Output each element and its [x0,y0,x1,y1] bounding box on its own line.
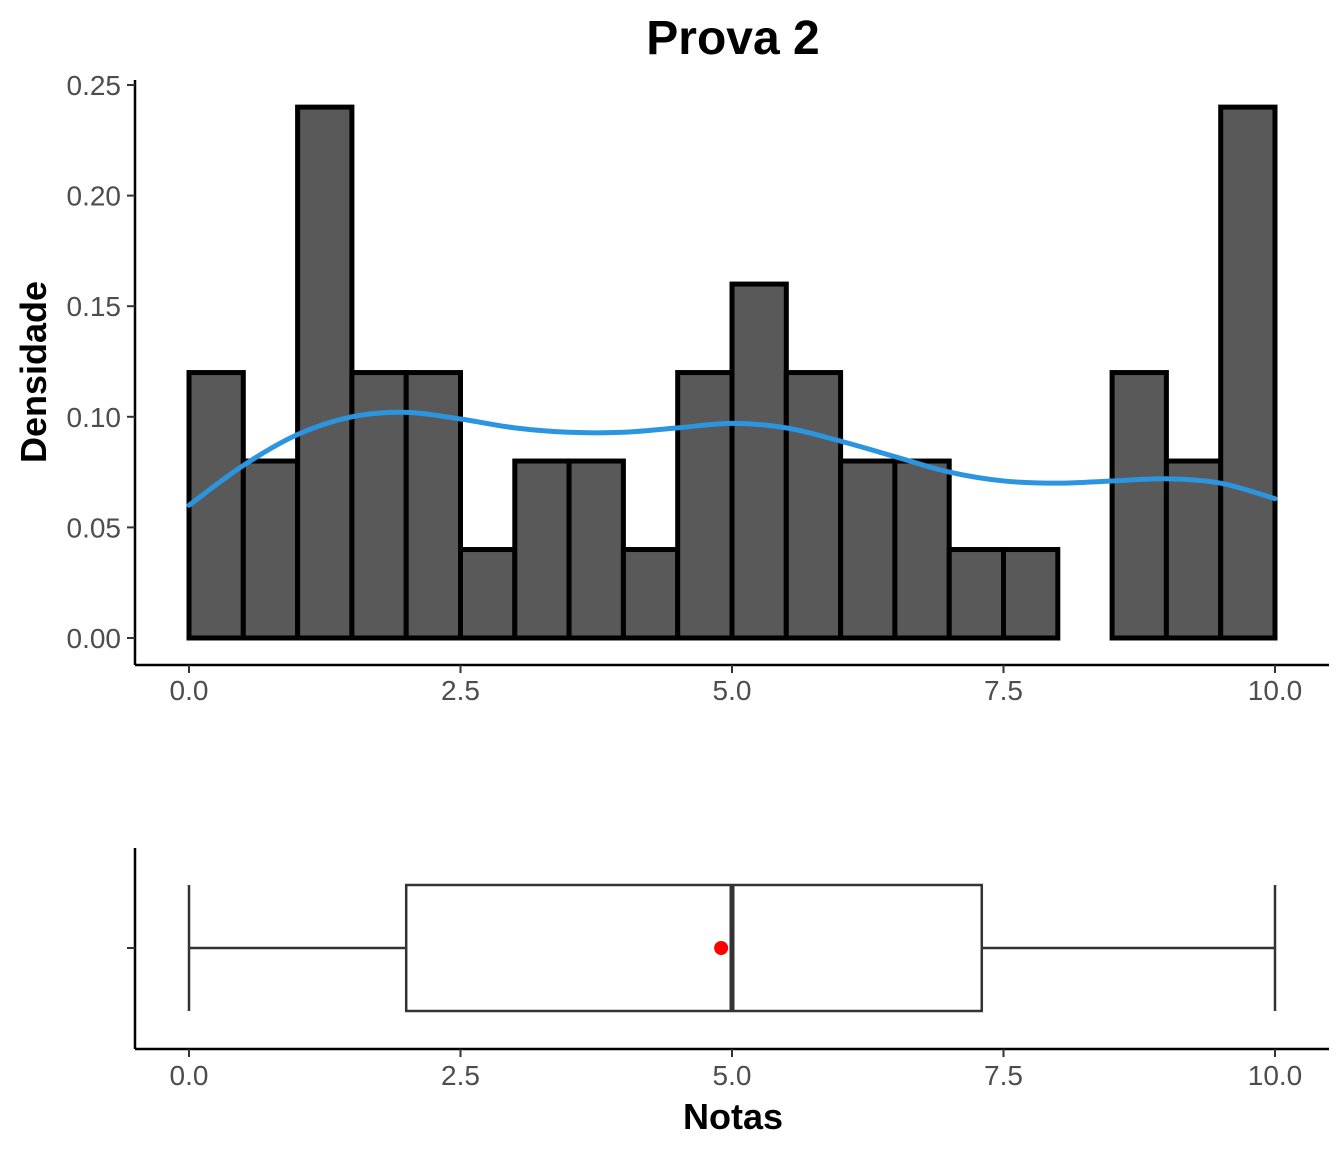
chart-title: Prova 2 [646,12,819,65]
x-tick-label: 10.0 [1248,1060,1303,1091]
density-curve [186,409,1278,508]
y-tick-label: 0.20 [67,181,122,212]
histogram-bar [1218,104,1278,641]
histogram-bar [458,547,518,641]
histogram-bar [512,458,572,641]
histogram-bar [838,458,898,641]
interquartile-box [404,883,984,1013]
histogram-y-ticks: 0.00 0.05 0.10 0.15 0.20 0.25 [67,70,135,654]
y-tick-label: 0.05 [67,512,122,543]
histogram-bar [620,547,681,641]
histogram-bar [240,458,301,641]
x-tick-label: 2.5 [441,1060,480,1091]
mean-point [714,941,729,955]
histogram-bars [186,104,1278,641]
histogram-bar [892,458,952,641]
y-tick-label: 0.15 [67,291,122,322]
histogram-bar [186,370,246,641]
histogram-bar [675,370,735,641]
x-tick-label: 0.0 [170,675,209,706]
x-tick-label: 5.0 [713,1060,752,1091]
histogram-bar [783,370,844,641]
y-tick-label: 0.10 [67,402,122,433]
histogram-bar [1001,547,1061,641]
histogram-bar [295,104,355,641]
x-tick-label: 10.0 [1248,675,1303,706]
x-tick-label: 5.0 [713,675,752,706]
histogram-bar [729,281,789,641]
x-axis-title: Notas [683,1096,783,1137]
x-tick-label: 2.5 [441,675,480,706]
x-tick-label: 7.5 [984,675,1023,706]
y-tick-label: 0.00 [67,623,122,654]
histogram-bar [1163,458,1224,641]
boxplot [187,883,1277,1013]
y-tick-label: 0.25 [67,70,122,101]
histogram-bar [1109,370,1169,641]
y-axis-title: Densidade [13,281,54,463]
histogram-bar [566,458,626,641]
histogram-bar [946,547,1007,641]
x-tick-label: 0.0 [170,1060,209,1091]
x-tick-label: 7.5 [984,1060,1023,1091]
boxplot-x-ticks: 0.0 2.5 5.0 7.5 10.0 [170,1049,1303,1091]
histogram-x-ticks: 0.0 2.5 5.0 7.5 10.0 [170,665,1303,706]
